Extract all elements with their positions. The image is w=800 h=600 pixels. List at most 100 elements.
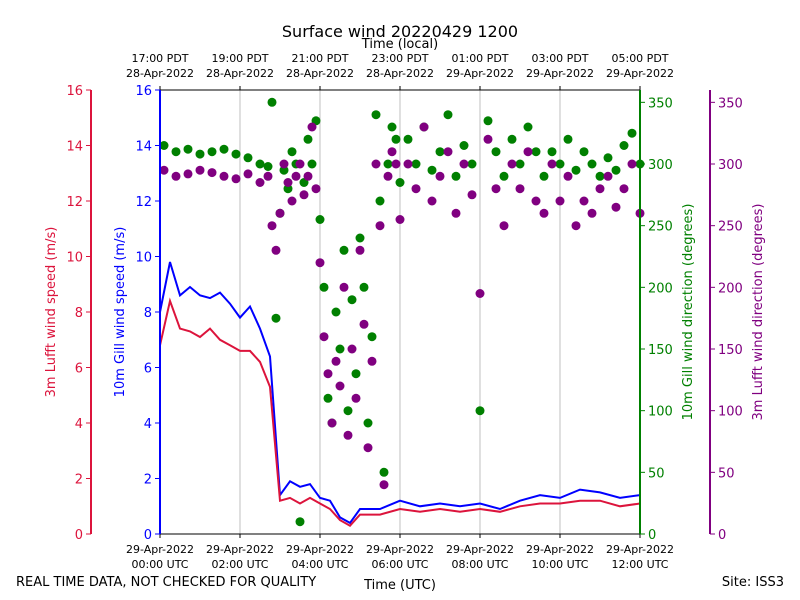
- lufft-direction-point: [299, 190, 309, 200]
- gill-direction-point: [571, 165, 581, 175]
- gill-speed-axis-tick-label: 14: [135, 140, 152, 155]
- gill-direction-point: [391, 134, 401, 144]
- lufft-direction-point: [383, 171, 393, 181]
- chart-title: Surface wind 20220429 1200: [282, 22, 518, 41]
- lufft-direction-point: [403, 159, 413, 169]
- gill-speed-axis-label: 10m Gill wind speed (m/s): [113, 227, 128, 398]
- gill-speed-axis-tick-label: 16: [135, 84, 152, 99]
- lufft-direction-axis-tick-label: 250: [718, 220, 743, 235]
- gill-direction-point: [331, 307, 341, 317]
- lufft-direction-point: [367, 356, 377, 366]
- gill-direction-axis-tick-label: 150: [648, 343, 673, 358]
- top-tick-date: 29-Apr-2022: [606, 67, 674, 80]
- gill-direction-point: [263, 162, 273, 171]
- top-tick-date: 28-Apr-2022: [126, 67, 194, 80]
- gill-direction-point: [343, 406, 353, 416]
- gill-direction-point: [315, 215, 325, 224]
- bottom-tick-time: 02:00 UTC: [211, 558, 268, 571]
- gill-direction-axis-tick-label: 250: [648, 220, 673, 235]
- lufft-direction-point: [267, 221, 277, 231]
- gill-direction-axis-tick-label: 200: [648, 281, 673, 296]
- lufft-direction-point: [395, 215, 405, 224]
- lufft-direction-point: [587, 208, 597, 218]
- bottom-tick-date: 29-Apr-2022: [446, 543, 514, 556]
- gill-speed-axis-tick-label: 8: [144, 306, 152, 321]
- lufft-direction-point: [323, 369, 333, 379]
- gill-direction-point: [287, 147, 297, 157]
- bottom-tick-date: 29-Apr-2022: [606, 543, 674, 556]
- gill-direction-point: [547, 147, 557, 157]
- lufft-direction-point: [195, 165, 205, 175]
- gill-direction-point: [383, 159, 393, 169]
- gill-direction-point: [427, 165, 437, 175]
- top-axis-label: Time (local): [361, 37, 438, 52]
- top-tick-time: 03:00 PDT: [531, 52, 588, 65]
- quality-disclaimer: REAL TIME DATA, NOT CHECKED FOR QUALITY: [16, 575, 317, 590]
- top-tick-date: 29-Apr-2022: [446, 67, 514, 80]
- lufft-direction-axis-tick-label: 100: [718, 405, 743, 420]
- gill-direction-axis-label: 10m Gill wind direction (degrees): [681, 204, 696, 421]
- gill-direction-point: [499, 171, 509, 181]
- gill-direction-point: [371, 110, 381, 120]
- lufft-direction-point: [451, 208, 461, 218]
- gill-direction-point: [379, 467, 389, 477]
- gill-speed-axis-tick-label: 2: [144, 473, 152, 488]
- lufft-direction-point: [435, 171, 445, 181]
- gill-direction-point: [323, 393, 333, 403]
- gill-direction-point: [319, 282, 329, 292]
- lufft-direction-point: [547, 159, 557, 169]
- gill-direction-point: [435, 147, 445, 157]
- lufft-direction-point: [347, 344, 357, 354]
- lufft-direction-point: [315, 258, 325, 268]
- gill-direction-axis-tick-label: 0: [648, 528, 656, 543]
- lufft-direction-point: [459, 159, 469, 169]
- lufft-speed-axis-tick-label: 10: [66, 251, 83, 266]
- lufft-direction-point: [499, 221, 509, 231]
- series-layer: [159, 97, 645, 527]
- gill-direction-point: [531, 147, 541, 157]
- gill-direction-point: [483, 116, 493, 126]
- gill-direction-point: [207, 147, 217, 157]
- lufft-direction-point: [343, 430, 353, 440]
- gill-direction-point: [619, 141, 629, 150]
- lufft-direction-point: [311, 184, 321, 194]
- lufft-speed-axis-tick-label: 8: [75, 306, 83, 321]
- lufft-direction-point: [335, 381, 345, 391]
- lufft-direction-point: [159, 165, 169, 175]
- lufft-speed-line: [159, 297, 641, 527]
- gill-direction-point: [335, 344, 345, 354]
- gill-direction-point: [339, 245, 349, 255]
- gill-direction-point: [279, 165, 289, 175]
- lufft-direction-point: [619, 184, 629, 194]
- lufft-direction-point: [255, 178, 265, 187]
- gill-direction-point: [459, 141, 469, 150]
- lufft-direction-point: [263, 171, 273, 181]
- lufft-direction-point: [391, 159, 401, 169]
- gill-direction-point: [363, 418, 373, 428]
- lufft-direction-point: [295, 159, 305, 169]
- lufft-direction-point: [351, 393, 361, 403]
- lufft-direction-point: [243, 169, 253, 179]
- gill-direction-point: [307, 159, 317, 169]
- bottom-tick-date: 29-Apr-2022: [206, 543, 274, 556]
- top-tick-time: 01:00 PDT: [451, 52, 508, 65]
- gill-direction-point: [587, 159, 597, 169]
- bottom-tick-date: 29-Apr-2022: [526, 543, 594, 556]
- gill-direction-point: [243, 153, 253, 163]
- gill-direction-point: [563, 134, 573, 144]
- gill-direction-point: [255, 159, 265, 169]
- gill-direction-point: [555, 159, 565, 169]
- bottom-tick-time: 04:00 UTC: [291, 558, 348, 571]
- top-tick-date: 29-Apr-2022: [526, 67, 594, 80]
- bottom-tick-date: 29-Apr-2022: [286, 543, 354, 556]
- gill-direction-point: [451, 171, 461, 181]
- site-label: Site: ISS3: [721, 575, 784, 590]
- bottom-tick-time: 00:00 UTC: [131, 558, 188, 571]
- gill-direction-point: [183, 144, 193, 154]
- top-tick-time: 23:00 PDT: [371, 52, 428, 65]
- top-tick-date: 28-Apr-2022: [206, 67, 274, 80]
- gill-direction-point: [359, 282, 369, 292]
- gill-direction-axis-tick-label: 50: [648, 466, 665, 481]
- lufft-direction-point: [279, 159, 289, 169]
